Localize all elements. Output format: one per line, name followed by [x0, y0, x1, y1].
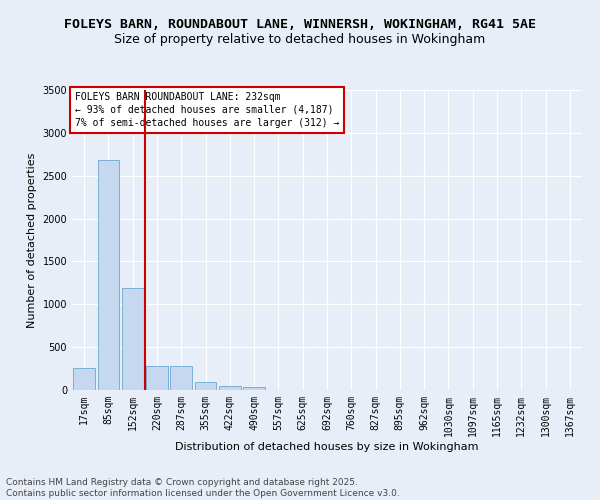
Bar: [73, 368, 95, 390]
Bar: [122, 288, 143, 390]
Text: Size of property relative to detached houses in Wokingham: Size of property relative to detached ho…: [115, 32, 485, 46]
Bar: [219, 386, 241, 390]
Text: FOLEYS BARN ROUNDABOUT LANE: 232sqm
← 93% of detached houses are smaller (4,187): FOLEYS BARN ROUNDABOUT LANE: 232sqm ← 93…: [74, 92, 339, 128]
Text: Contains HM Land Registry data © Crown copyright and database right 2025.
Contai: Contains HM Land Registry data © Crown c…: [6, 478, 400, 498]
Text: FOLEYS BARN, ROUNDABOUT LANE, WINNERSH, WOKINGHAM, RG41 5AE: FOLEYS BARN, ROUNDABOUT LANE, WINNERSH, …: [64, 18, 536, 30]
Y-axis label: Number of detached properties: Number of detached properties: [27, 152, 37, 328]
Bar: [170, 366, 192, 390]
X-axis label: Distribution of detached houses by size in Wokingham: Distribution of detached houses by size …: [175, 442, 479, 452]
Bar: [97, 160, 119, 390]
Bar: [243, 388, 265, 390]
Bar: [194, 382, 217, 390]
Bar: [146, 366, 168, 390]
